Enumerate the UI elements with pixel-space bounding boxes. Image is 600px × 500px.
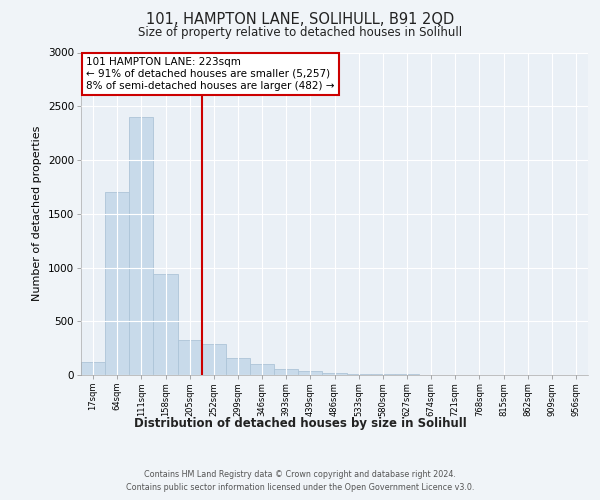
Bar [322,373,347,375]
Text: 101, HAMPTON LANE, SOLIHULL, B91 2QD: 101, HAMPTON LANE, SOLIHULL, B91 2QD [146,12,454,28]
Bar [105,192,129,375]
Bar [347,374,371,375]
Text: 101 HAMPTON LANE: 223sqm
← 91% of detached houses are smaller (5,257)
8% of semi: 101 HAMPTON LANE: 223sqm ← 91% of detach… [86,58,335,90]
Text: Contains HM Land Registry data © Crown copyright and database right 2024.
Contai: Contains HM Land Registry data © Crown c… [126,470,474,492]
Bar [81,362,105,375]
Bar [250,364,274,375]
Bar [298,371,322,375]
Bar [395,374,419,375]
Y-axis label: Number of detached properties: Number of detached properties [32,126,42,302]
Bar [154,274,178,375]
Bar [129,117,154,375]
Bar [274,369,298,375]
Text: Size of property relative to detached houses in Solihull: Size of property relative to detached ho… [138,26,462,39]
Bar [226,358,250,375]
Bar [178,340,202,375]
Text: Distribution of detached houses by size in Solihull: Distribution of detached houses by size … [134,418,466,430]
Bar [371,374,395,375]
Bar [202,344,226,375]
